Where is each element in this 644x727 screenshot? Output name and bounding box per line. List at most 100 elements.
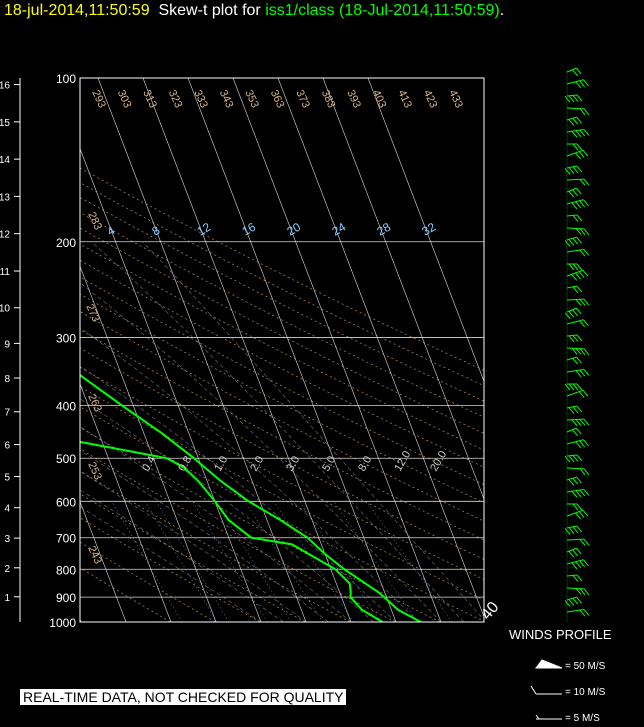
wind-barb <box>566 509 584 517</box>
moist-adiabat <box>80 282 442 622</box>
wind-barb-flag <box>572 215 579 222</box>
wind-barb-flag <box>575 130 582 137</box>
wind-barb-flag <box>564 168 571 175</box>
wind-barb <box>566 347 585 350</box>
wind-barb-flag <box>579 179 586 186</box>
wind-barb <box>566 199 584 205</box>
title-text: Skew-t plot for <box>158 2 261 19</box>
wind-barb <box>566 269 584 277</box>
wind-barb <box>566 418 585 421</box>
wind-barb-flag <box>579 129 586 137</box>
wind-barb <box>566 454 577 457</box>
wind-barb-flag <box>568 335 575 343</box>
dry-adiabat <box>80 366 484 580</box>
dry-adiabat-label: 343 <box>217 88 236 110</box>
mixing-ratio-label: 24 <box>330 220 349 239</box>
wind-barb-flag <box>575 588 582 595</box>
dry-adiabat <box>80 448 396 622</box>
wind-barb <box>566 319 584 325</box>
mixing-ratio-line <box>144 501 218 622</box>
wind-barb <box>566 165 577 169</box>
temperature-line <box>80 373 422 622</box>
dry-adiabat-label: 273 <box>83 302 102 324</box>
dry-adiabat <box>80 329 484 541</box>
wind-barb-flag <box>576 356 582 364</box>
dry-adiabat <box>80 212 484 418</box>
moist-adiabat <box>142 241 484 621</box>
wind-barb-flag <box>568 239 575 246</box>
mixing-ratio-line <box>366 501 453 622</box>
wind-barb-flag <box>579 440 585 448</box>
wind-barb-flag <box>572 549 578 556</box>
dry-adiabat-label: 283 <box>85 210 104 232</box>
wind-barb-flag <box>576 525 583 533</box>
mixing-ratio-label: 4 <box>105 223 118 239</box>
pressure-label: 1000 <box>49 616 76 630</box>
wind-barb <box>566 467 585 470</box>
title-source: iss1/class (18-Jul-2014,11:50:59) <box>265 2 500 19</box>
chart-title: 18-jul-2014,11:50:59 Skew-t plot for iss… <box>4 2 504 20</box>
wind-barb-flag <box>583 348 590 356</box>
wind-barb-flag <box>583 489 590 496</box>
wind-barb-flag <box>568 263 575 271</box>
wind-barb <box>566 178 585 181</box>
wind-barb-flag <box>578 391 585 398</box>
wind-barb-flag <box>572 429 578 436</box>
wind-barb <box>566 608 584 613</box>
wind-barb-flag <box>576 165 583 173</box>
wind-barb-flag <box>579 228 586 235</box>
mixing-ratio-line <box>111 501 183 622</box>
height-label: 8 <box>4 374 10 385</box>
height-label: 12 <box>0 230 10 241</box>
wind-barb-flag <box>571 490 578 498</box>
mixing-ratio-line <box>333 501 418 622</box>
dry-adiabat <box>80 243 484 451</box>
pressure-label: 900 <box>56 591 76 605</box>
wind-barb-flag <box>575 490 582 497</box>
isotherm <box>80 383 172 622</box>
wind-barb-flag <box>576 503 583 511</box>
wind-barb <box>566 227 585 230</box>
wind-barb-flag <box>572 117 579 125</box>
height-label: 16 <box>0 81 10 92</box>
wind-barb <box>566 236 577 241</box>
wind-barb-flag <box>575 201 582 209</box>
wind-barb-flag <box>568 167 575 174</box>
wind-barb-flag <box>583 228 590 236</box>
dewpoint-line <box>80 440 384 622</box>
wind-barb-flag <box>575 547 582 555</box>
moist-adiabat <box>80 398 374 622</box>
wind-barb-flag <box>575 67 582 75</box>
wind-barb <box>566 439 584 445</box>
wind-barb-flag <box>579 80 585 88</box>
dry-adiabat-label: 333 <box>191 88 210 110</box>
wind-barb <box>566 596 577 601</box>
dry-adiabat <box>80 197 484 402</box>
wind-barb <box>566 559 584 565</box>
pressure-label: 300 <box>56 332 76 346</box>
wind-barb-flag <box>564 95 571 103</box>
pressure-label: 400 <box>56 400 76 414</box>
wind-barb <box>566 285 577 289</box>
wind-barb <box>566 116 577 121</box>
wind-barb-flag <box>576 383 583 391</box>
wind-barb-flag <box>572 69 578 76</box>
wind-barb-flag <box>576 596 582 604</box>
wind-barb-flag <box>575 427 582 435</box>
height-label: 2 <box>4 564 10 575</box>
wind-barb <box>566 574 577 577</box>
wind-barb-flag <box>572 526 579 534</box>
wind-barb-flag <box>576 476 582 484</box>
wind-barb-flag <box>568 383 575 391</box>
height-label: 5 <box>4 473 10 484</box>
wind-barb-flag <box>568 599 575 606</box>
legend-barb-5 <box>535 714 562 720</box>
wind-barb-flag <box>564 455 571 463</box>
moist-adiabat <box>80 470 307 622</box>
isotherm <box>367 78 484 383</box>
wind-barb-flag <box>572 286 579 294</box>
wind-barb-flag <box>579 489 586 497</box>
dry-adiabat <box>80 311 484 522</box>
height-label: 1 <box>4 593 10 604</box>
height-label: 3 <box>4 534 10 545</box>
